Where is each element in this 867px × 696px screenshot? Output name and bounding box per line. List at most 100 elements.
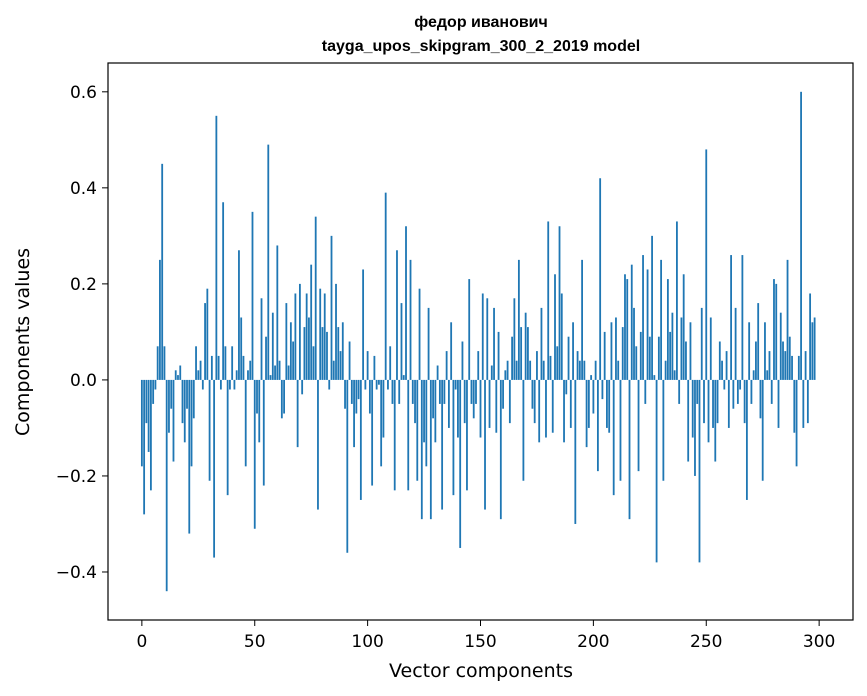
chart-title: федор иванович (414, 14, 548, 31)
bar-217 (630, 264, 633, 380)
bar-88 (339, 351, 342, 380)
bar-207 (608, 379, 611, 433)
bar-29 (206, 288, 209, 380)
bar-271 (752, 370, 755, 380)
bar-235 (671, 312, 674, 380)
bar-62 (280, 379, 283, 419)
bar-175 (536, 351, 538, 380)
bar-105 (378, 379, 380, 385)
bar-166 (515, 360, 518, 380)
bar-84 (330, 235, 333, 380)
x-tick-label: 250 (690, 632, 722, 652)
bar-135 (445, 351, 448, 380)
bar-53 (260, 298, 263, 380)
bar-272 (755, 341, 757, 380)
x-tick-label: 100 (351, 632, 383, 652)
bar-231 (662, 379, 665, 481)
bar-220 (637, 379, 640, 472)
bar-41 (233, 379, 236, 390)
bar-36 (222, 202, 225, 380)
bar-7 (156, 346, 159, 380)
bar-259 (725, 351, 728, 380)
bar-294 (804, 351, 807, 380)
bar-284 (782, 341, 784, 380)
bar-208 (610, 322, 613, 380)
bar-183 (554, 274, 556, 380)
bar-254 (714, 379, 717, 462)
bar-244 (691, 379, 694, 438)
bar-173 (531, 379, 534, 409)
bar-211 (617, 360, 620, 380)
bar-141 (459, 379, 462, 548)
bar-188 (565, 379, 568, 395)
bar-11 (165, 379, 168, 592)
bar-47 (247, 370, 249, 380)
bar-249 (703, 379, 705, 424)
bar-6 (154, 379, 157, 390)
bar-133 (441, 379, 444, 510)
bar-79 (319, 288, 322, 380)
bar-260 (727, 379, 730, 428)
bar-83 (328, 379, 331, 390)
bar-108 (384, 192, 387, 380)
bar-68 (294, 293, 297, 380)
bar-242 (687, 379, 690, 462)
bar-216 (628, 379, 631, 520)
bar-182 (551, 379, 554, 433)
bar-225 (648, 336, 651, 380)
bar-125 (423, 379, 425, 443)
bar-241 (685, 341, 687, 380)
bar-269 (748, 322, 751, 380)
bar-81 (323, 293, 326, 380)
bar-87 (337, 327, 340, 380)
bar-195 (581, 259, 583, 380)
bar-279 (770, 379, 773, 404)
bar-184 (556, 346, 559, 380)
bar-226 (651, 235, 653, 380)
bar-262 (732, 379, 735, 409)
x-tick-label: 0 (136, 632, 147, 652)
bar-77 (314, 216, 317, 380)
bar-72 (303, 327, 306, 380)
bar-104 (375, 379, 378, 390)
bar-26 (199, 360, 202, 380)
bar-4 (149, 379, 152, 491)
bar-236 (673, 370, 676, 380)
bar-161 (504, 370, 507, 380)
bar-193 (576, 351, 579, 380)
bar-168 (520, 327, 523, 380)
bar-86 (335, 283, 337, 380)
y-tick-label: −0.4 (56, 563, 97, 583)
bar-290 (795, 379, 798, 467)
bar-137 (450, 322, 453, 380)
bar-177 (540, 307, 543, 380)
bar-8 (159, 259, 161, 380)
bar-122 (416, 379, 419, 481)
bar-198 (587, 379, 590, 428)
bar-156 (493, 307, 495, 380)
bar-97 (359, 379, 362, 500)
bar-143 (463, 379, 466, 424)
bar-67 (292, 341, 295, 380)
bar-75 (310, 264, 313, 380)
bar-129 (432, 379, 434, 419)
bar-63 (283, 379, 285, 414)
bar-69 (296, 379, 299, 448)
bar-165 (513, 298, 516, 380)
bar-92 (348, 341, 351, 380)
bar-246 (696, 379, 699, 404)
bar-127 (427, 307, 430, 380)
bar-19 (183, 379, 186, 443)
bar-248 (700, 307, 703, 380)
bar-134 (443, 379, 446, 404)
y-axis-label: Components values (12, 248, 34, 436)
bar-155 (490, 365, 493, 380)
bar-109 (387, 379, 389, 390)
bars-group (140, 91, 816, 592)
bar-5 (152, 379, 155, 404)
bar-240 (682, 274, 685, 380)
bar-287 (788, 336, 791, 380)
bar-164 (511, 336, 514, 380)
bar-282 (777, 379, 780, 428)
bar-180 (547, 221, 550, 380)
